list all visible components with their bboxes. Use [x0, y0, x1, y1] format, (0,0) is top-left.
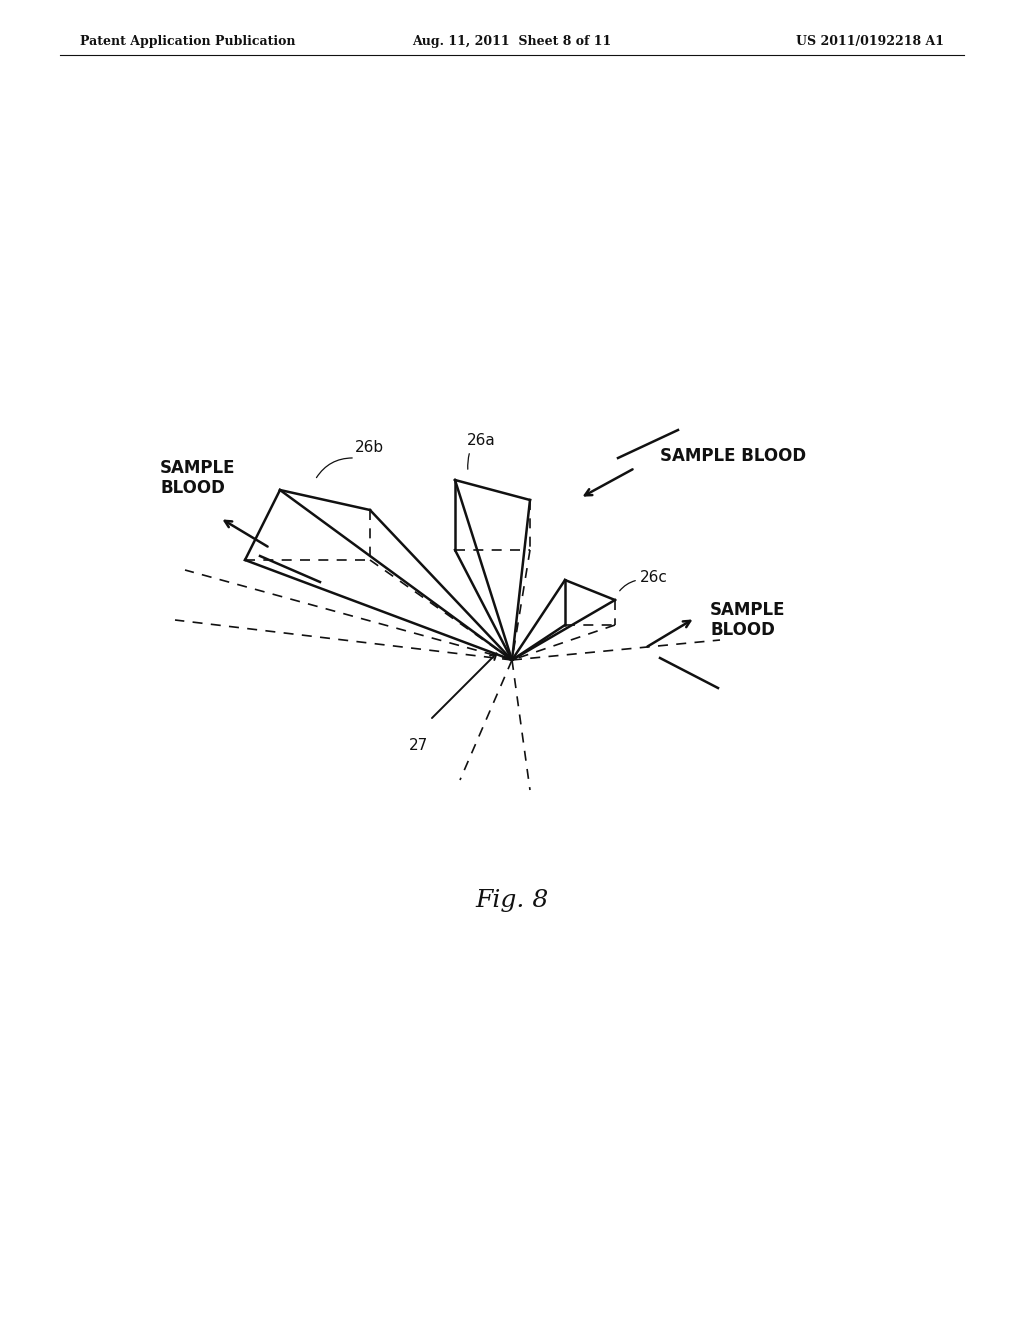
Text: SAMPLE
BLOOD: SAMPLE BLOOD: [160, 458, 236, 498]
Text: SAMPLE BLOOD: SAMPLE BLOOD: [660, 447, 806, 465]
Text: 26a: 26a: [467, 433, 496, 447]
Text: Aug. 11, 2011  Sheet 8 of 11: Aug. 11, 2011 Sheet 8 of 11: [413, 36, 611, 49]
Text: 26b: 26b: [355, 440, 384, 455]
Text: Patent Application Publication: Patent Application Publication: [80, 36, 296, 49]
Text: SAMPLE
BLOOD: SAMPLE BLOOD: [710, 601, 785, 639]
Text: US 2011/0192218 A1: US 2011/0192218 A1: [796, 36, 944, 49]
Text: 26c: 26c: [640, 570, 668, 586]
Text: 27: 27: [409, 738, 428, 752]
Text: Fig. 8: Fig. 8: [475, 888, 549, 912]
